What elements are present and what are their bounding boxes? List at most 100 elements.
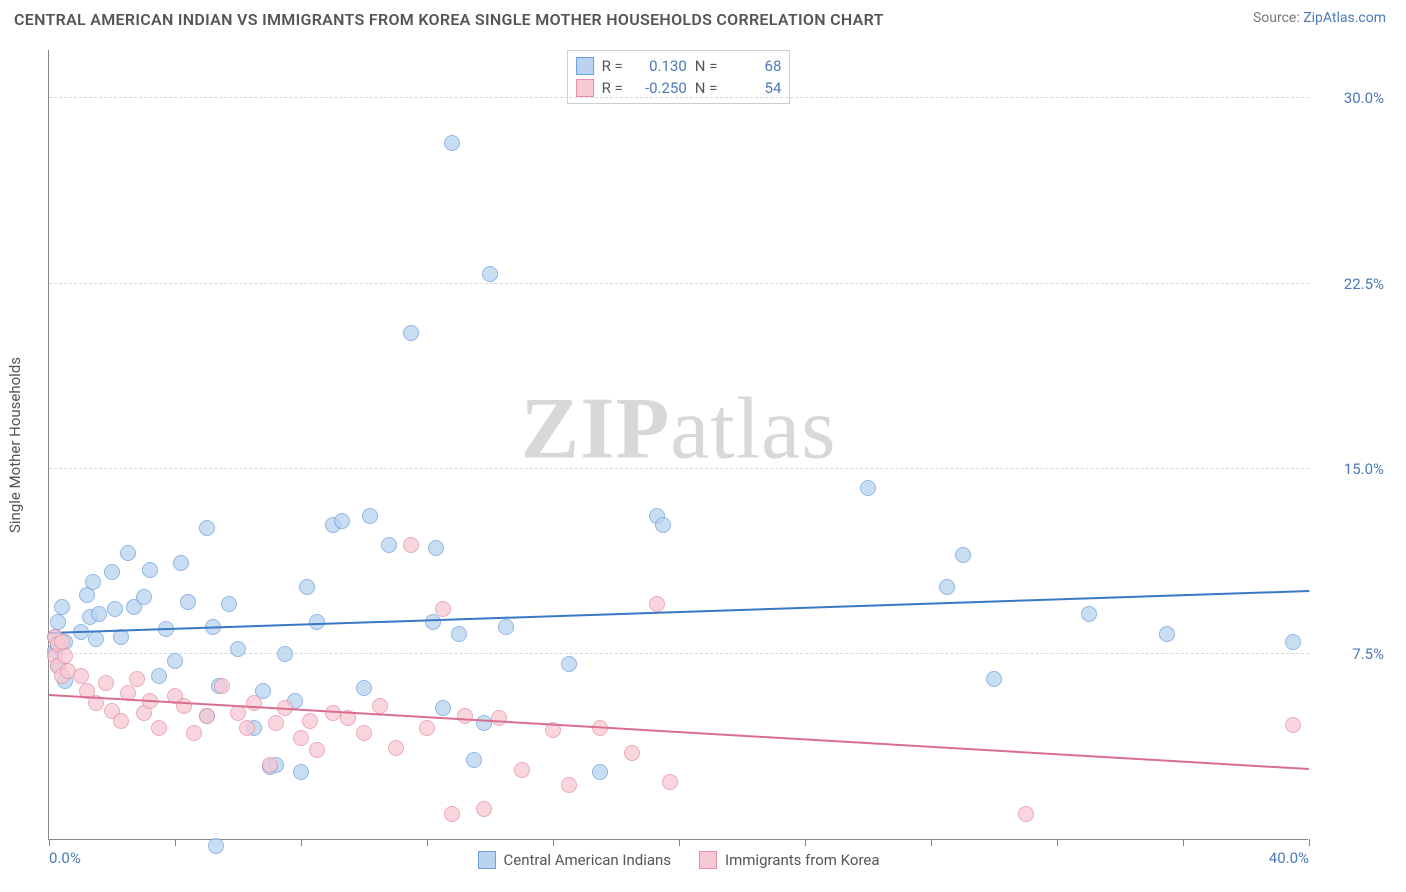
data-point: [498, 619, 514, 635]
data-point: [325, 705, 341, 721]
chart-container: ZIPatlas Single Mother Households R = 0.…: [48, 50, 1390, 840]
data-point: [655, 517, 671, 533]
data-point: [208, 838, 224, 854]
data-point: [444, 806, 460, 822]
x-tick: [427, 839, 428, 846]
stats-r-value-2: -0.250: [631, 79, 687, 97]
stats-n-value-1: 68: [725, 57, 781, 75]
legend-item-2: Immigrants from Korea: [699, 851, 879, 869]
data-point: [435, 700, 451, 716]
data-point: [176, 698, 192, 714]
data-point: [514, 762, 530, 778]
data-point: [1018, 806, 1034, 822]
data-point: [120, 545, 136, 561]
watermark-zip: ZIP: [521, 380, 671, 477]
data-point: [986, 671, 1002, 687]
source-link[interactable]: ZipAtlas.com: [1303, 10, 1386, 26]
data-point: [372, 698, 388, 714]
legend-label-2: Immigrants from Korea: [725, 851, 879, 869]
data-point: [136, 589, 152, 605]
trend-line: [49, 694, 1309, 770]
data-point: [592, 764, 608, 780]
stats-row-series-2: R = -0.250 N = 54: [576, 77, 782, 99]
data-point: [444, 135, 460, 151]
data-point: [151, 668, 167, 684]
data-point: [381, 537, 397, 553]
data-point: [388, 740, 404, 756]
data-point: [457, 708, 473, 724]
stats-n-label: N =: [695, 57, 718, 75]
data-point: [129, 671, 145, 687]
x-tick-label: 40.0%: [1269, 849, 1309, 867]
swatch-series-1: [576, 57, 594, 75]
data-point: [466, 752, 482, 768]
watermark-atlas: atlas: [670, 380, 836, 477]
x-tick: [679, 839, 680, 846]
data-point: [362, 508, 378, 524]
data-point: [246, 695, 262, 711]
chart-title: CENTRAL AMERICAN INDIAN VS IMMIGRANTS FR…: [14, 10, 884, 29]
x-tick: [49, 839, 50, 846]
data-point: [91, 606, 107, 622]
data-point: [299, 579, 315, 595]
y-tick-label: 7.5%: [1314, 645, 1384, 663]
correlation-stats-box: R = 0.130 N = 68 R = -0.250 N = 54: [567, 50, 791, 104]
data-point: [662, 774, 678, 790]
data-point: [54, 599, 70, 615]
data-point: [1285, 634, 1301, 650]
trend-line: [49, 590, 1309, 634]
data-point: [167, 653, 183, 669]
data-point: [939, 579, 955, 595]
data-point: [955, 547, 971, 563]
data-point: [142, 562, 158, 578]
legend-item-1: Central American Indians: [478, 851, 672, 869]
gridline: [49, 97, 1309, 98]
legend: Central American Indians Immigrants from…: [478, 851, 880, 869]
data-point: [54, 634, 70, 650]
data-point: [186, 725, 202, 741]
data-point: [403, 537, 419, 553]
data-point: [151, 720, 167, 736]
data-point: [302, 713, 318, 729]
data-point: [180, 594, 196, 610]
data-point: [561, 777, 577, 793]
data-point: [73, 668, 89, 684]
stats-r-label: R =: [602, 79, 623, 97]
data-point: [419, 720, 435, 736]
swatch-series-2: [576, 79, 594, 97]
data-point: [309, 614, 325, 630]
source-attribution: Source: ZipAtlas.com: [1253, 10, 1386, 26]
x-tick: [1183, 839, 1184, 846]
data-point: [268, 715, 284, 731]
data-point: [1159, 626, 1175, 642]
y-axis-label: Single Mother Households: [6, 356, 24, 532]
x-tick: [301, 839, 302, 846]
data-point: [104, 564, 120, 580]
data-point: [451, 626, 467, 642]
watermark: ZIPatlas: [521, 378, 837, 479]
data-point: [482, 266, 498, 282]
stats-r-label: R =: [602, 57, 623, 75]
data-point: [476, 715, 492, 731]
data-point: [98, 675, 114, 691]
x-tick: [553, 839, 554, 846]
y-tick-label: 15.0%: [1314, 460, 1384, 478]
data-point: [277, 646, 293, 662]
data-point: [1285, 717, 1301, 733]
data-point: [476, 801, 492, 817]
data-point: [230, 641, 246, 657]
data-point: [239, 720, 255, 736]
x-tick: [805, 839, 806, 846]
data-point: [356, 725, 372, 741]
data-point: [403, 325, 419, 341]
data-point: [334, 513, 350, 529]
data-point: [262, 757, 278, 773]
data-point: [624, 745, 640, 761]
y-tick-label: 22.5%: [1314, 275, 1384, 293]
data-point: [113, 713, 129, 729]
data-point: [356, 680, 372, 696]
data-point: [57, 648, 73, 664]
y-tick-label: 30.0%: [1314, 89, 1384, 107]
legend-swatch-1: [478, 851, 496, 869]
data-point: [85, 574, 101, 590]
